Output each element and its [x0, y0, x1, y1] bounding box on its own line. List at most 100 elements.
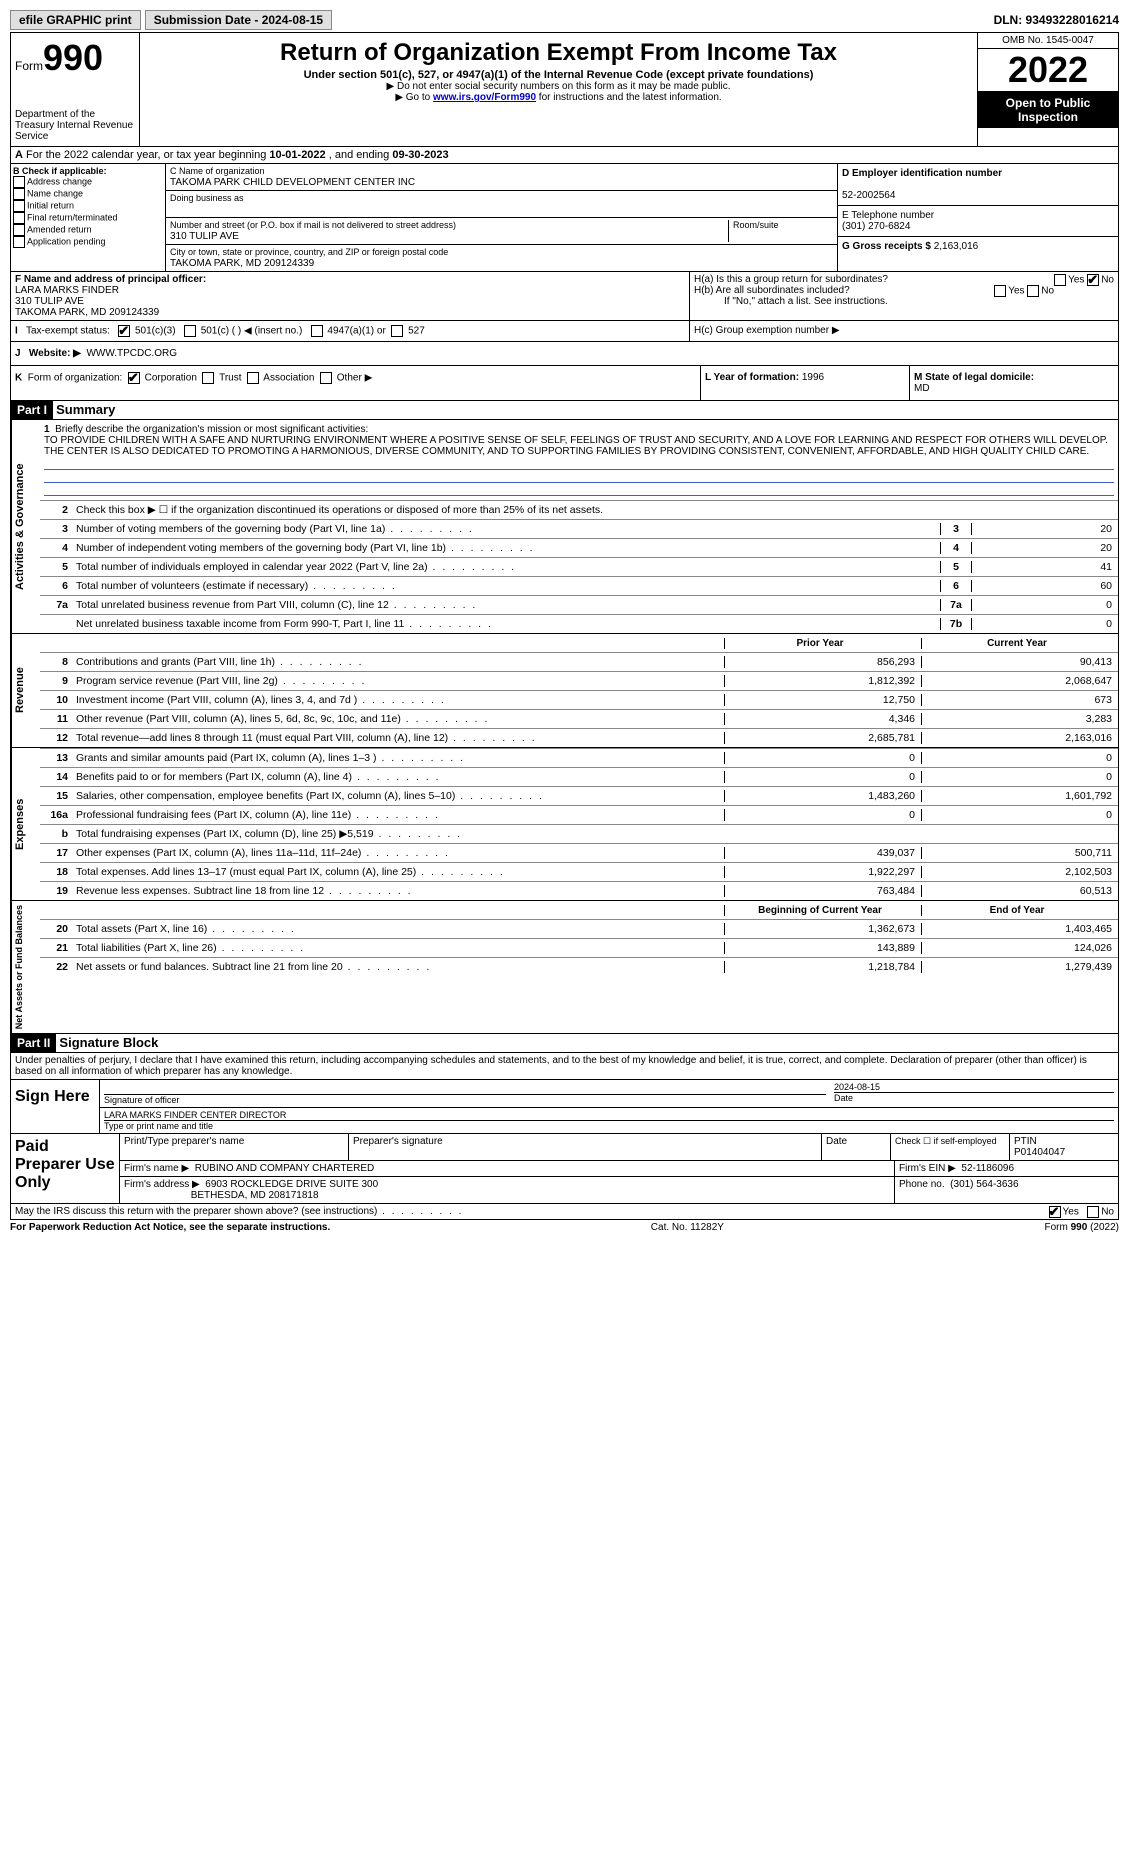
cb-amended[interactable] [13, 224, 25, 236]
rev-content: Prior Year Current Year 8Contributions a… [40, 634, 1118, 747]
k-trust: Trust [219, 373, 241, 384]
summary-line: 15Salaries, other compensation, employee… [40, 786, 1118, 805]
f-addr1: 310 TULIP AVE [15, 296, 84, 307]
efile-button[interactable]: efile GRAPHIC print [10, 10, 141, 30]
sig-date-val: 2024-08-15 [834, 1082, 880, 1092]
note1: ▶ Do not enter social security numbers o… [144, 81, 973, 92]
summary-line: 18Total expenses. Add lines 13–17 (must … [40, 862, 1118, 881]
cb-trust[interactable] [202, 372, 214, 384]
c-name: C Name of organization TAKOMA PARK CHILD… [166, 164, 837, 191]
d-gross-val: 2,163,016 [934, 241, 979, 252]
blue-line [44, 483, 1114, 496]
lbl-amended: Amended return [27, 224, 92, 234]
part2-header: Part II Signature Block [11, 1034, 1118, 1053]
form-prefix: Form [15, 59, 43, 73]
ag-content: 1 Briefly describe the organization's mi… [40, 420, 1118, 633]
summary-line: 9Program service revenue (Part VIII, lin… [40, 671, 1118, 690]
exp-content: 13Grants and similar amounts paid (Part … [40, 748, 1118, 900]
summary-line: 3Number of voting members of the governi… [40, 519, 1118, 538]
cb-4947[interactable] [311, 325, 323, 337]
col-d: D Employer identification number 52-2002… [837, 164, 1118, 271]
col-prior: Prior Year [724, 638, 921, 649]
cb-ha-no[interactable] [1087, 274, 1099, 286]
row-a-pre: For the 2022 calendar year, or tax year … [26, 149, 269, 161]
box-h: H(a) Is this a group return for subordin… [689, 272, 1118, 320]
f-name: LARA MARKS FINDER [15, 285, 119, 296]
i-label: I [15, 326, 18, 337]
rev-header: Prior Year Current Year [40, 634, 1118, 652]
exp-section: Expenses 13Grants and similar amounts pa… [11, 748, 1118, 901]
irs-yes: Yes [1063, 1207, 1079, 1218]
note2-suffix: for instructions and the latest informat… [536, 92, 722, 103]
cb-final[interactable] [13, 212, 25, 224]
cb-address[interactable] [13, 176, 25, 188]
may-irs-text: May the IRS discuss this return with the… [15, 1206, 463, 1217]
note2: ▶ Go to www.irs.gov/Form990 for instruct… [144, 92, 973, 103]
sig-mid: Signature of officer 2024-08-15 Date LAR… [99, 1080, 1118, 1133]
sig-name-label: Type or print name and title [104, 1120, 1114, 1131]
c-dba-label: Doing business as [170, 193, 244, 203]
firm-phone-label: Phone no. [899, 1179, 945, 1190]
c-room-label: Room/suite [733, 220, 779, 230]
sig-date: 2024-08-15 Date [830, 1080, 1118, 1107]
cb-corp[interactable] [128, 372, 140, 384]
cb-hb-yes[interactable] [994, 285, 1006, 297]
firm-name-label: Firm's name ▶ [124, 1163, 189, 1174]
prep-line1: Print/Type preparer's name Preparer's si… [120, 1134, 1118, 1161]
h-b-text: H(b) Are all subordinates included? [694, 285, 850, 296]
summary-line: 22Net assets or fund balances. Subtract … [40, 957, 1118, 976]
cb-initial[interactable] [13, 200, 25, 212]
summary-line: 21Total liabilities (Part X, line 26)143… [40, 938, 1118, 957]
header-left: Form990 Department of the Treasury Inter… [11, 33, 140, 146]
line-2: 2 Check this box ▶ ☐ if the organization… [40, 500, 1118, 519]
cb-other[interactable] [320, 372, 332, 384]
cb-name[interactable] [13, 188, 25, 200]
sign-here-row: Sign Here Signature of officer 2024-08-1… [11, 1080, 1118, 1134]
row-a-end: 09-30-2023 [392, 149, 448, 161]
cb-501c[interactable] [184, 325, 196, 337]
omb-text: OMB No. 1545-0047 [978, 33, 1118, 49]
summary-line: 7aTotal unrelated business revenue from … [40, 595, 1118, 614]
d-phone-val: (301) 270-6824 [842, 221, 910, 232]
cb-ha-yes[interactable] [1054, 274, 1066, 286]
penalty-text: Under penalties of perjury, I declare th… [11, 1053, 1118, 1080]
k-other: Other ▶ [337, 373, 372, 384]
cb-501c3[interactable] [118, 325, 130, 337]
firm-addr-label: Firm's address ▶ [124, 1179, 200, 1190]
col-begin: Beginning of Current Year [724, 905, 921, 916]
c-addr-val: 310 TULIP AVE [170, 231, 239, 242]
summary-line: 5Total number of individuals employed in… [40, 557, 1118, 576]
open-public: Open to Public Inspection [978, 92, 1118, 128]
cb-assoc[interactable] [247, 372, 259, 384]
ag-section: Activities & Governance 1 Briefly descri… [11, 420, 1118, 634]
cb-hb-no[interactable] [1027, 285, 1039, 297]
paperwork: For Paperwork Reduction Act Notice, see … [10, 1222, 330, 1233]
cat-no: Cat. No. 11282Y [651, 1222, 724, 1233]
cb-irs-yes[interactable] [1049, 1206, 1061, 1218]
irs-link[interactable]: www.irs.gov/Form990 [433, 92, 536, 103]
l2-text: Check this box ▶ ☐ if the organization d… [74, 503, 1118, 517]
cb-527[interactable] [391, 325, 403, 337]
part2-title: Signature Block [59, 1035, 158, 1050]
sig-officer: Signature of officer [100, 1080, 830, 1107]
k-label: K [15, 373, 22, 384]
cb-app[interactable] [13, 236, 25, 248]
h-b-row: H(b) Are all subordinates included? Yes … [694, 285, 1114, 296]
i-opt1: 501(c)(3) [135, 326, 176, 337]
summary-line: 12Total revenue—add lines 8 through 11 (… [40, 728, 1118, 747]
header-center: Return of Organization Exempt From Incom… [140, 33, 977, 146]
submission-button[interactable]: Submission Date - 2024-08-15 [145, 10, 332, 30]
c-city: City or town, state or province, country… [166, 245, 837, 271]
summary-line: 11Other revenue (Part VIII, column (A), … [40, 709, 1118, 728]
k-text: Form of organization: [28, 373, 123, 384]
cb-irs-no[interactable] [1087, 1206, 1099, 1218]
summary-line: Net unrelated business taxable income fr… [40, 614, 1118, 633]
ptin-label: PTIN [1014, 1136, 1037, 1147]
row-k: K Form of organization: Corporation Trus… [11, 366, 700, 400]
f-label: F Name and address of principal officer: [15, 274, 206, 285]
prep-check: Check ☐ if self-employed [891, 1134, 1010, 1160]
summary-line: 20Total assets (Part X, line 16)1,362,67… [40, 919, 1118, 938]
box-f: F Name and address of principal officer:… [11, 272, 689, 320]
form-number: 990 [43, 37, 103, 78]
c-addr: Number and street (or P.O. box if mail i… [166, 218, 837, 245]
